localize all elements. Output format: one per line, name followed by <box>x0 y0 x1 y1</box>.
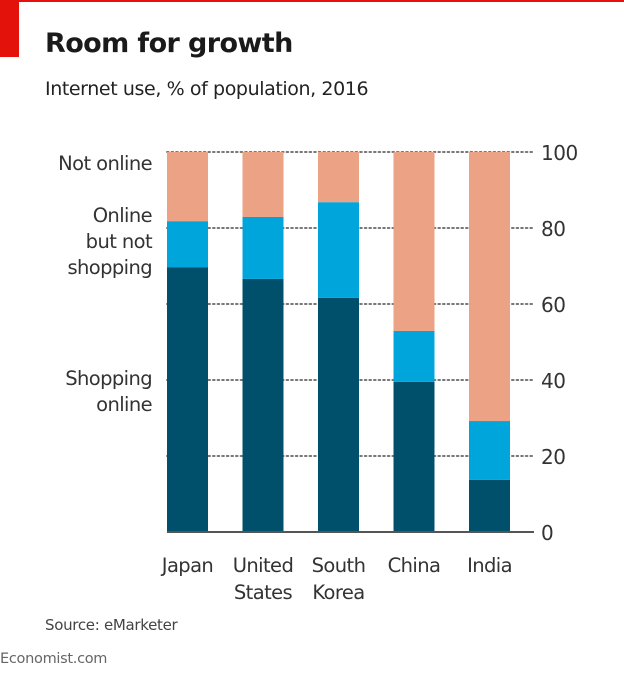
bar-india-online-but-not-shopping <box>469 421 510 480</box>
labels: 0 20 40 60 80 100 Japan United States South Korea C… <box>58 141 578 604</box>
bar-united-states-shopping-online <box>242 278 284 532</box>
x-tick-label: India <box>467 554 512 577</box>
bar-japan-shopping-online <box>167 267 208 532</box>
bar-united-states-not-online <box>242 152 284 217</box>
x-tick-label: United <box>233 554 293 577</box>
top-red-rule <box>0 0 624 2</box>
x-tick-label: States <box>234 581 293 604</box>
bar-south-korea-online-but-not-shopping <box>318 202 359 298</box>
legend-label: shopping <box>67 256 152 279</box>
legend-label: Not online <box>58 152 152 175</box>
y-tick-label-40: 40 <box>541 369 565 393</box>
bar-india-shopping-online <box>469 479 510 532</box>
bar-china-online-but-not-shopping <box>393 330 435 382</box>
bar-united-states-online-but-not-shopping <box>242 216 284 279</box>
x-tick-label: China <box>388 554 441 577</box>
bar-china-not-online <box>393 152 435 331</box>
legend-label: online <box>96 393 152 416</box>
x-tick-label: Japan <box>160 554 213 577</box>
bar-india-not-online <box>469 152 510 422</box>
y-tick-label-20: 20 <box>541 445 565 469</box>
x-tick-label: South <box>312 554 366 577</box>
chart-title: Room for growth <box>45 28 293 59</box>
legend-label: but not <box>86 230 153 253</box>
stacked-bar-chart: 0 20 40 60 80 100 Japan United States South Korea C… <box>58 141 578 604</box>
legend-label: Online <box>93 204 152 227</box>
red-corner-tag <box>0 0 19 57</box>
y-tick-label-80: 80 <box>541 217 565 241</box>
bar-south-korea-shopping-online <box>318 297 359 532</box>
y-tick-label-60: 60 <box>541 293 565 317</box>
bar-japan-not-online <box>167 152 208 222</box>
bar-japan-online-but-not-shopping <box>167 221 208 268</box>
y-tick-label-0: 0 <box>541 521 553 545</box>
x-tick-label: Korea <box>312 581 364 604</box>
chart-subtitle: Internet use, % of population, 2016 <box>45 78 369 100</box>
source-note: Source: eMarketer <box>45 616 178 634</box>
y-tick-label-100: 100 <box>541 141 578 165</box>
bar-china-shopping-online <box>393 381 435 532</box>
legend-label: Shopping <box>65 367 152 390</box>
brand-watermark: Economist.com <box>0 651 108 667</box>
bar-south-korea-not-online <box>318 152 359 203</box>
bars <box>167 152 510 532</box>
